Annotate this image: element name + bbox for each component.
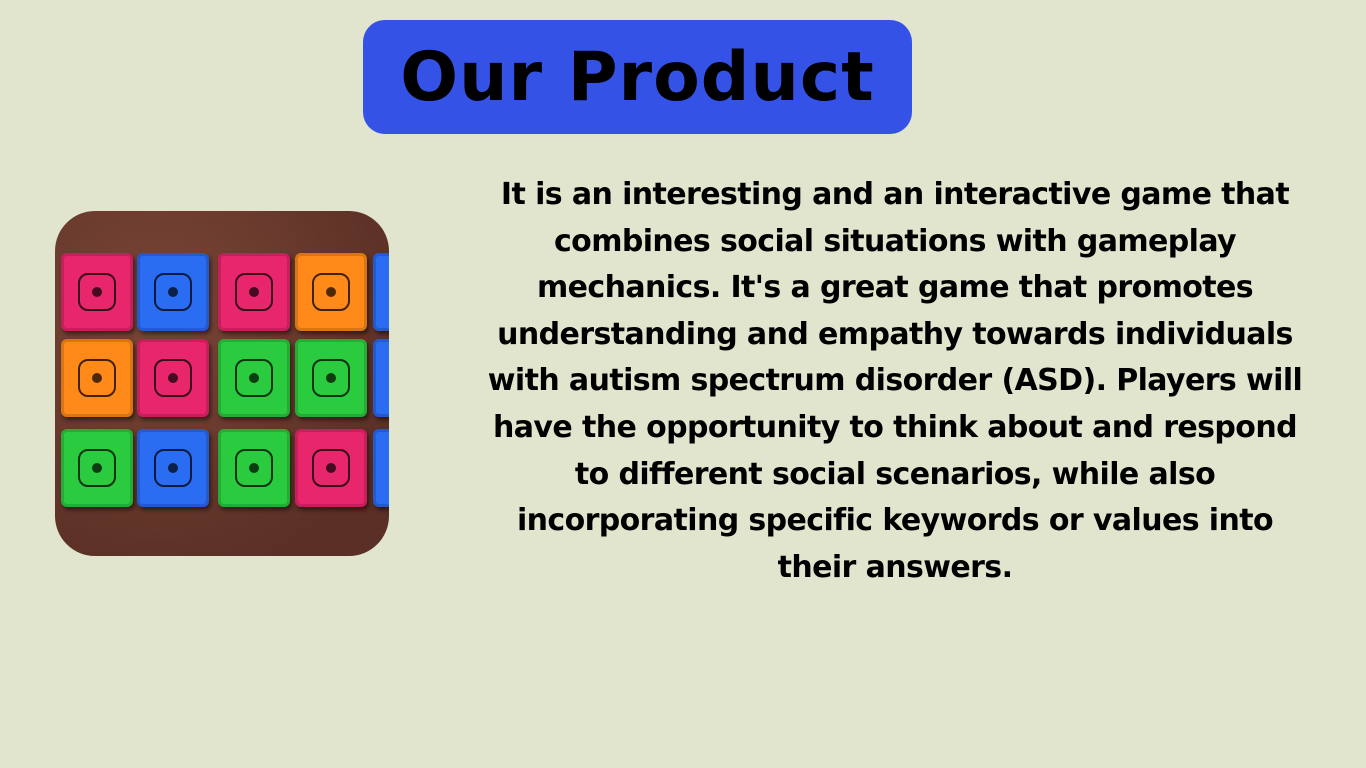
game-tile xyxy=(137,253,209,331)
game-tile xyxy=(373,253,389,331)
game-tile xyxy=(295,339,367,417)
tile-symbol-icon xyxy=(235,449,273,487)
tile-symbol-icon xyxy=(235,359,273,397)
description-line: mechanics. It's a great game that promot… xyxy=(536,270,1254,306)
description-line: to different social scenarios, while als… xyxy=(574,456,1216,492)
game-tile xyxy=(373,339,389,417)
tile-symbol-icon xyxy=(154,449,192,487)
description-line: incorporating specific keywords or value… xyxy=(516,503,1274,539)
game-tiles-photo xyxy=(55,211,389,556)
tile-symbol-icon xyxy=(312,449,350,487)
tile-symbol-icon xyxy=(154,359,192,397)
game-tile xyxy=(61,253,133,331)
game-tile xyxy=(61,429,133,507)
page-title: Our Product xyxy=(400,37,875,117)
game-tile xyxy=(295,253,367,331)
description-line: their answers. xyxy=(777,549,1013,585)
game-tile xyxy=(295,429,367,507)
description-line: It is an interesting and an interactive … xyxy=(500,177,1290,212)
product-description: It is an interesting and an interactive … xyxy=(455,172,1335,591)
game-tile xyxy=(137,429,209,507)
game-tile xyxy=(373,429,389,507)
tile-symbol-icon xyxy=(235,273,273,311)
description-line: with autism spectrum disorder (ASD). Pla… xyxy=(487,363,1303,399)
title-banner: Our Product xyxy=(363,20,912,134)
description-line: have the opportunity to think about and … xyxy=(493,409,1298,445)
tile-symbol-icon xyxy=(78,273,116,311)
game-tile xyxy=(218,429,290,507)
tile-symbol-icon xyxy=(154,273,192,311)
game-tile xyxy=(218,339,290,417)
description-line: combines social situations with gameplay xyxy=(554,223,1237,259)
game-tile xyxy=(218,253,290,331)
tile-symbol-icon xyxy=(312,359,350,397)
game-tile xyxy=(61,339,133,417)
description-line: understanding and empathy towards indivi… xyxy=(497,316,1293,352)
tile-symbol-icon xyxy=(312,273,350,311)
tile-symbol-icon xyxy=(78,359,116,397)
tile-symbol-icon xyxy=(78,449,116,487)
game-tile xyxy=(137,339,209,417)
